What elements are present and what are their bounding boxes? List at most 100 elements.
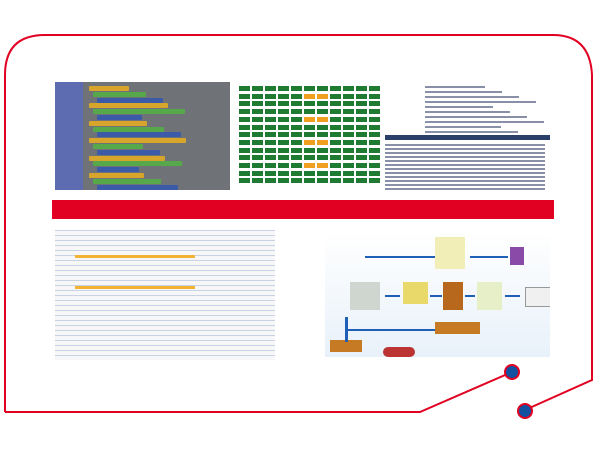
grid-cell [265,163,276,168]
code-line [385,168,545,170]
grid-cell [304,163,315,168]
table-row [55,340,275,341]
table-row [55,295,275,296]
code-line [425,91,502,93]
grid-cell [304,139,315,145]
grid-cell [317,170,328,176]
grid-cell [304,170,315,176]
grid-cell [239,109,250,115]
grid-cell [291,101,302,107]
status-grid-screenshot [237,82,382,192]
grid-cell [343,109,354,115]
grid-cell [304,93,315,99]
code-line [425,126,501,128]
grid-cell [369,139,380,145]
code-line [425,96,519,98]
table-row [55,245,275,246]
grid-cell [369,116,380,122]
grid-cell [330,86,341,91]
code-line [385,172,545,174]
grid-cell [278,178,289,184]
grid-cell [252,139,263,145]
code-block [93,91,146,97]
grid-cell [369,101,380,107]
code-line [425,86,485,88]
table-row [55,345,275,346]
grid-cell [239,124,250,130]
grid-cell [317,147,328,153]
grid-cell [278,163,289,168]
code-line [385,184,545,186]
grid-cell [265,170,276,176]
table-row [55,350,275,351]
table-row [55,265,275,266]
grid-cell [369,170,380,176]
grid-cell [252,178,263,184]
grid-cell [356,163,367,168]
grid-cell [278,86,289,91]
grid-cell [304,116,315,122]
code-line [425,111,510,113]
grid-cell [317,86,328,91]
grid-cell [356,86,367,91]
grid-cell [304,178,315,184]
code-line [385,188,545,190]
grid-cell [278,132,289,138]
grid-cell [278,139,289,145]
grid-cell [304,132,315,138]
grid-cell [239,116,250,122]
code-block [93,109,185,115]
grid-cell [239,155,250,161]
code-block [93,126,164,132]
code-block [93,178,161,184]
frame-dot-lower [517,403,533,419]
data-table-screenshot [55,230,275,360]
grid-cell [330,178,341,184]
grid-cell [239,93,250,99]
grid-cell [265,178,276,184]
grid-cell [291,109,302,115]
grid-cell [317,93,328,99]
grid-cell [317,116,328,122]
code-block [93,161,182,167]
grid-cell [239,147,250,153]
table-row [55,315,275,316]
grid-cell [369,178,380,184]
grid-cell [278,116,289,122]
code-block [97,115,142,120]
code-block [97,132,181,138]
grid-cell [317,139,328,145]
grid-cell [252,147,263,153]
warehouse-flowchart [325,232,550,357]
code-line [385,144,545,146]
grid-cell [304,147,315,153]
grid-cell [356,116,367,122]
grid-cell [252,163,263,168]
grid-cell [278,109,289,115]
grid-cell [265,139,276,145]
grid-cell [317,101,328,107]
code-line [385,164,545,166]
grid-cell [278,155,289,161]
code-line [425,106,493,108]
table-row [55,230,275,231]
table-row [55,355,275,356]
grid-cell [265,116,276,122]
table-row [55,285,275,286]
grid-cell [239,178,250,184]
grid-cell [291,132,302,138]
code-editor-screenshot [385,82,550,190]
frame-dot-upper [504,364,520,380]
grid-cell [330,93,341,99]
grid-cell [265,132,276,138]
code-block [89,155,165,161]
code-block [97,184,178,190]
code-block [97,149,160,155]
code-block [97,97,163,103]
grid-cell [278,170,289,176]
table-row [55,280,275,281]
grid-cell [343,163,354,168]
grid-cell [317,155,328,161]
grid-cell [304,109,315,115]
